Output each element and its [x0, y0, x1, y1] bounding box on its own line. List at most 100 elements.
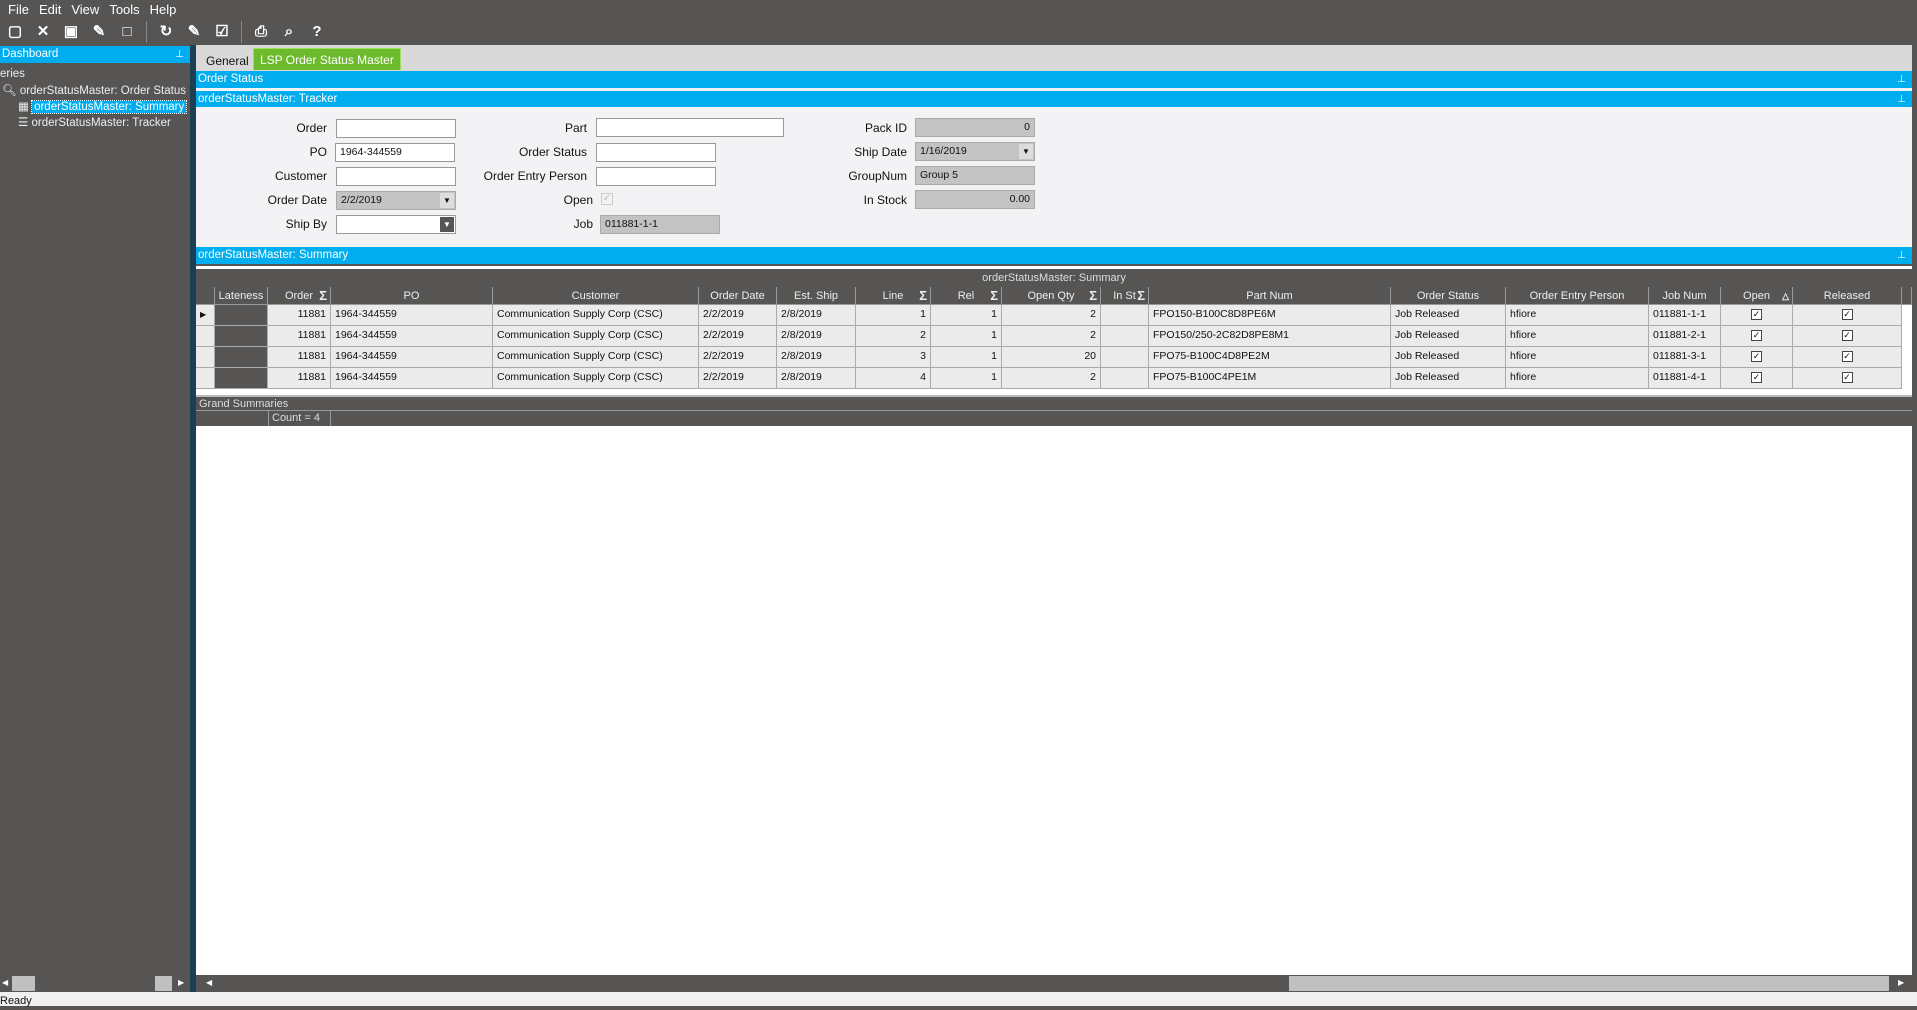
menu-view[interactable]: View [71, 2, 100, 17]
menu-tools[interactable]: Tools [109, 2, 140, 17]
checkbox[interactable]: ✓ [1751, 351, 1762, 362]
ship-by-field[interactable]: ▼ [336, 215, 456, 234]
table-cell[interactable]: 1 [931, 368, 1002, 389]
sigma-icon[interactable]: Σ [319, 288, 327, 303]
scroll-left-icon[interactable]: ◀ [206, 978, 213, 987]
pin-icon[interactable]: ⊥ [175, 49, 184, 60]
column-header[interactable]: Part Num [1149, 287, 1391, 305]
scroll-right-icon[interactable]: ▶ [178, 978, 185, 987]
po-field[interactable]: 1964-344559 [335, 143, 455, 162]
delete-icon[interactable]: ✕ [36, 22, 50, 40]
table-cell[interactable]: 011881-3-1 [1649, 347, 1721, 368]
table-cell[interactable]: 2/2/2019 [699, 347, 777, 368]
checkbox[interactable]: ✓ [1841, 330, 1853, 341]
save-icon[interactable]: ▣ [63, 22, 79, 40]
table-cell[interactable]: 1 [931, 326, 1002, 347]
table-cell[interactable]: 4 [856, 368, 931, 389]
table-cell[interactable] [1101, 347, 1149, 368]
column-header[interactable]: Line Σ [856, 287, 931, 305]
table-cell[interactable]: 2 [1002, 305, 1101, 326]
column-header[interactable]: Job Num [1649, 287, 1721, 305]
table-cell[interactable]: hfiore [1506, 368, 1649, 389]
help-icon[interactable]: ? [312, 22, 322, 40]
order-date-field[interactable]: 2/2/2019 ▼ [336, 191, 456, 210]
table-cell[interactable]: 2/2/2019 [699, 305, 777, 326]
table-cell[interactable]: Job Released [1391, 347, 1506, 368]
table-cell[interactable]: 011881-2-1 [1649, 326, 1721, 347]
checkbox[interactable]: ✓ [1841, 309, 1853, 320]
table-cell[interactable]: 1 [856, 305, 931, 326]
table-cell[interactable]: 1 [931, 305, 1002, 326]
print-preview-icon[interactable]: ⌕ [284, 22, 294, 40]
checkbox[interactable]: ✓ [1751, 309, 1762, 320]
table-cell[interactable]: 2/8/2019 [777, 326, 856, 347]
sort-icon[interactable]: △ [1782, 291, 1789, 301]
table-cell[interactable]: 2/8/2019 [777, 368, 856, 389]
sigma-icon[interactable]: Σ [919, 288, 927, 303]
new-icon[interactable]: ▢ [7, 22, 23, 40]
table-cell[interactable]: hfiore [1506, 347, 1649, 368]
column-header[interactable]: Order Entry Person [1506, 287, 1649, 305]
column-header[interactable]: PO [331, 287, 493, 305]
column-header[interactable]: Order Status [1391, 287, 1506, 305]
clear-icon[interactable]: ✎ [92, 22, 106, 40]
table-cell[interactable]: 1964-344559 [331, 305, 493, 326]
chevron-down-icon[interactable]: ▼ [1019, 144, 1033, 159]
column-header[interactable]: Est. Ship [777, 287, 856, 305]
table-cell[interactable] [215, 368, 268, 389]
note-icon[interactable]: □ [122, 22, 132, 40]
refresh-icon[interactable]: ↻ [159, 22, 173, 40]
menu-help[interactable]: Help [149, 2, 177, 17]
table-cell[interactable]: Communication Supply Corp (CSC) [493, 326, 699, 347]
row-indicator[interactable] [196, 347, 215, 368]
column-header[interactable]: Lateness [215, 287, 268, 305]
order-status-field[interactable] [596, 143, 716, 162]
table-cell[interactable]: 011881-1-1 [1649, 305, 1721, 326]
pin-icon[interactable]: ⊥ [1897, 74, 1906, 85]
row-indicator[interactable] [196, 326, 215, 347]
table-cell[interactable]: FPO75-B100C4D8PE2M [1149, 347, 1391, 368]
table-cell[interactable] [1101, 368, 1149, 389]
column-header[interactable]: Order Date [699, 287, 777, 305]
row-indicator[interactable] [196, 368, 215, 389]
table-cell[interactable]: hfiore [1506, 326, 1649, 347]
column-header[interactable]: Open △ [1721, 287, 1793, 305]
panel-order-status[interactable]: Order Status ⊥ [196, 71, 1912, 88]
print-icon[interactable]: ⎙ [254, 22, 267, 40]
table-cell[interactable]: 1 [931, 347, 1002, 368]
table-cell[interactable] [215, 305, 268, 326]
table-cell[interactable]: Communication Supply Corp (CSC) [493, 368, 699, 389]
sidebar-scrollbar[interactable]: ◀ ▶ [0, 975, 190, 992]
table-cell[interactable]: 1964-344559 [331, 347, 493, 368]
clear-all-icon[interactable]: ✎ [187, 22, 201, 40]
table-cell[interactable]: 3 [856, 347, 931, 368]
order-entry-person-field[interactable] [596, 167, 716, 186]
table-cell[interactable]: 2 [1002, 326, 1101, 347]
scroll-track[interactable] [1289, 976, 1889, 991]
table-cell[interactable]: Communication Supply Corp (CSC) [493, 305, 699, 326]
table-cell[interactable]: Job Released [1391, 305, 1506, 326]
table-cell[interactable]: FPO75-B100C4PE1M [1149, 368, 1391, 389]
pin-icon[interactable]: ⊥ [1897, 94, 1906, 105]
table-cell[interactable] [215, 326, 268, 347]
chevron-down-icon[interactable]: ▼ [440, 193, 454, 208]
column-header[interactable]: Order Σ [268, 287, 331, 305]
table-cell[interactable]: 2/2/2019 [699, 326, 777, 347]
table-cell[interactable]: Job Released [1391, 326, 1506, 347]
table-cell[interactable]: 011881-4-1 [1649, 368, 1721, 389]
table-cell[interactable]: 11881 [268, 326, 331, 347]
table-cell[interactable]: 20 [1002, 347, 1101, 368]
scroll-thumb-end[interactable] [155, 976, 172, 991]
table-cell[interactable]: 11881 [268, 368, 331, 389]
grid-horizontal-scrollbar[interactable]: ◀ ▶ [196, 975, 1912, 992]
groupnum-field[interactable]: Group 5 [915, 166, 1035, 185]
tab-general[interactable]: General [206, 54, 249, 68]
table-cell[interactable]: Job Released [1391, 368, 1506, 389]
table-cell[interactable] [215, 347, 268, 368]
sigma-icon[interactable]: Σ [990, 288, 998, 303]
table-cell[interactable]: 11881 [268, 305, 331, 326]
sigma-icon[interactable]: Σ [1137, 288, 1145, 303]
job-field[interactable]: 011881-1-1 [600, 215, 720, 234]
column-header[interactable]: Released [1793, 287, 1902, 305]
table-cell[interactable]: 11881 [268, 347, 331, 368]
